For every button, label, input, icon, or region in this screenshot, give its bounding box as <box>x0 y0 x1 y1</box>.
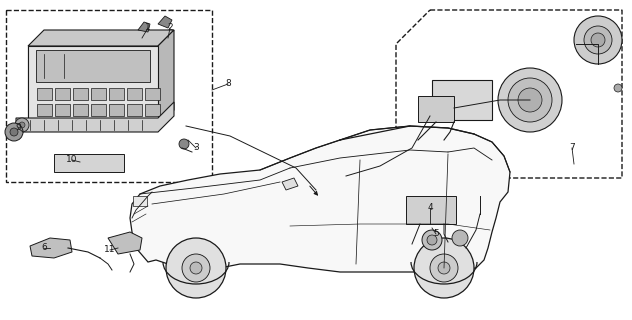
Circle shape <box>182 254 210 282</box>
Bar <box>73 88 88 100</box>
Text: 9: 9 <box>15 124 21 132</box>
Circle shape <box>508 78 552 122</box>
Polygon shape <box>130 126 510 272</box>
Text: 1: 1 <box>145 23 151 33</box>
Polygon shape <box>30 238 72 258</box>
Bar <box>54 154 124 172</box>
Bar <box>109 88 124 100</box>
Polygon shape <box>138 22 150 32</box>
Circle shape <box>584 26 612 54</box>
Text: 7: 7 <box>569 143 575 153</box>
Text: 5: 5 <box>433 229 439 238</box>
Bar <box>127 104 142 116</box>
Circle shape <box>422 230 442 250</box>
Text: 10: 10 <box>66 156 78 164</box>
Circle shape <box>427 235 437 245</box>
Polygon shape <box>28 30 174 46</box>
Bar <box>36 50 150 82</box>
Circle shape <box>5 123 23 141</box>
Bar <box>28 46 158 126</box>
Circle shape <box>452 230 468 246</box>
Bar <box>37 88 52 100</box>
Bar <box>55 104 70 116</box>
Bar <box>133 196 147 206</box>
Bar <box>127 88 142 100</box>
Bar <box>432 80 492 120</box>
Circle shape <box>498 68 562 132</box>
Text: 2: 2 <box>167 23 173 33</box>
Bar <box>55 88 70 100</box>
Bar <box>6 10 212 182</box>
Text: 3: 3 <box>193 143 199 153</box>
Polygon shape <box>282 178 298 190</box>
Polygon shape <box>158 30 174 126</box>
Circle shape <box>438 262 450 274</box>
Bar <box>37 104 52 116</box>
Bar <box>406 196 456 224</box>
Bar <box>91 104 106 116</box>
Circle shape <box>190 262 202 274</box>
Circle shape <box>15 118 29 132</box>
Circle shape <box>166 238 226 298</box>
Circle shape <box>591 33 605 47</box>
Text: 8: 8 <box>225 79 231 89</box>
Bar <box>145 88 160 100</box>
Text: 11: 11 <box>104 245 116 254</box>
Circle shape <box>19 122 25 128</box>
Bar <box>418 96 454 122</box>
Bar <box>109 104 124 116</box>
Circle shape <box>614 84 622 92</box>
Bar <box>28 46 158 126</box>
Text: 6: 6 <box>41 244 47 252</box>
Polygon shape <box>16 102 174 132</box>
Circle shape <box>414 238 474 298</box>
Polygon shape <box>158 16 172 28</box>
Bar <box>73 104 88 116</box>
Bar <box>91 88 106 100</box>
Bar <box>145 104 160 116</box>
Circle shape <box>10 128 18 136</box>
Polygon shape <box>108 232 142 254</box>
Circle shape <box>430 254 458 282</box>
Text: 4: 4 <box>427 204 433 212</box>
Circle shape <box>179 139 189 149</box>
Circle shape <box>518 88 542 112</box>
Circle shape <box>574 16 622 64</box>
